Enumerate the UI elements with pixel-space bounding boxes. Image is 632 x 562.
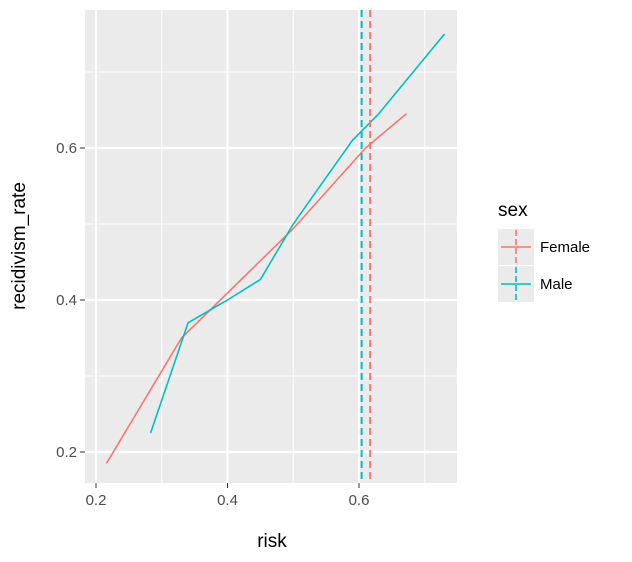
major-gridlines [85,10,457,483]
x-axis: 0.2 0.4 0.6 [86,483,370,509]
legend-label-female: Female [540,239,590,256]
y-tick-label: 0.4 [56,292,77,309]
x-tick-label: 0.2 [86,492,107,509]
legend-title: sex [498,200,528,221]
y-tick-label: 0.2 [56,444,77,461]
minor-gridlines [85,10,457,483]
legend-label-male: Male [540,276,573,293]
legend: sex Female Male [498,200,590,302]
panel-background [85,10,457,483]
x-tick-label: 0.4 [217,492,238,509]
reference-lines [360,10,372,483]
x-tick-label: 0.6 [349,492,370,509]
x-axis-title: risk [257,531,287,552]
y-axis: 0.2 0.4 0.6 [56,140,85,461]
y-axis-title: recidivism_rate [9,182,30,310]
y-tick-label: 0.6 [56,140,77,157]
series-line-female [105,113,407,464]
